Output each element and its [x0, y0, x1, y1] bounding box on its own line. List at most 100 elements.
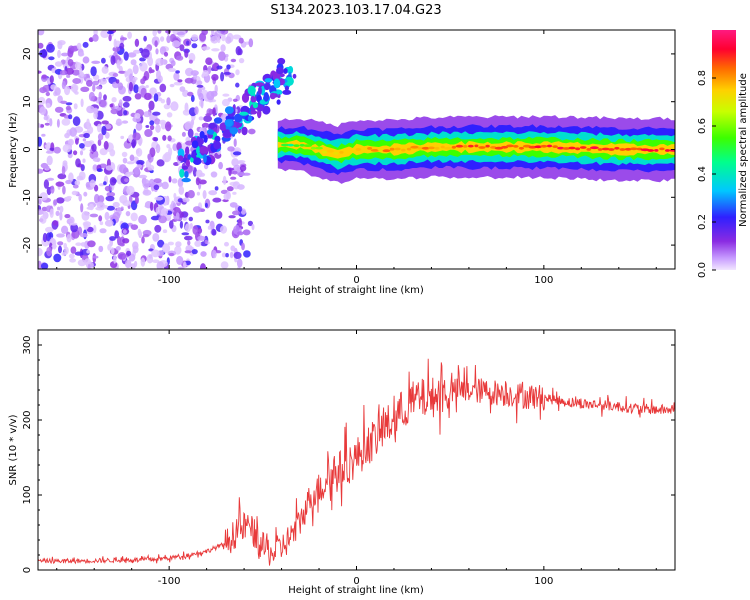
- noise-blob: [140, 257, 146, 267]
- noise-blob: [64, 214, 71, 219]
- noise-blob: [137, 228, 142, 237]
- diagonal-blob: [250, 95, 256, 103]
- noise-blob: [115, 79, 120, 84]
- noise-blob: [64, 132, 70, 139]
- noise-blob: [196, 84, 204, 88]
- noise-blob: [98, 99, 107, 108]
- noise-blob: [238, 58, 245, 64]
- noise-blob: [156, 261, 165, 269]
- noise-blob: [127, 31, 132, 39]
- ridge-core: [575, 147, 581, 151]
- ridge-core: [440, 145, 445, 149]
- noise-blob: [155, 58, 165, 67]
- noise-blob: [49, 147, 55, 151]
- noise-blob: [65, 67, 74, 75]
- noise-blob: [173, 81, 183, 86]
- noise-blob: [93, 224, 97, 234]
- snr-y-label: SNR (10 * v/v): [8, 414, 19, 485]
- noise-blob: [49, 208, 54, 218]
- noise-blob: [205, 113, 211, 117]
- diagonal-blob: [206, 129, 215, 135]
- noise-blob: [204, 202, 208, 208]
- noise-blob: [243, 250, 251, 258]
- noise-blob: [105, 165, 113, 171]
- noise-blob: [204, 239, 208, 244]
- noise-blob: [197, 235, 206, 241]
- noise-blob: [39, 106, 47, 116]
- ridge-core: [389, 147, 395, 151]
- heatmap-y-tick-label: -20: [22, 237, 33, 253]
- noise-blob: [101, 120, 109, 125]
- noise-blob: [134, 113, 141, 119]
- noise-blob: [198, 92, 204, 101]
- noise-blob: [148, 100, 155, 111]
- ridge-core: [434, 146, 440, 150]
- noise-blob: [96, 201, 105, 209]
- noise-blob: [120, 206, 124, 210]
- noise-blob: [226, 191, 231, 200]
- noise-blob: [96, 168, 103, 173]
- diagonal-blob: [247, 85, 256, 96]
- noise-blob: [221, 33, 226, 42]
- noise-blob: [39, 49, 48, 58]
- noise-blob: [69, 258, 76, 263]
- noise-blob: [49, 75, 54, 84]
- noise-blob: [123, 51, 129, 61]
- noise-blob: [91, 60, 101, 64]
- noise-blob: [238, 37, 244, 44]
- diagonal-blob: [263, 92, 269, 102]
- noise-blob: [83, 140, 93, 148]
- diagonal-blob: [199, 146, 209, 154]
- noise-blob: [122, 238, 130, 244]
- noise-blob: [201, 122, 210, 128]
- noise-blob: [182, 109, 191, 116]
- noise-blob: [232, 98, 238, 103]
- noise-blob: [86, 249, 91, 254]
- noise-blob: [240, 208, 247, 215]
- noise-blob: [199, 32, 207, 42]
- noise-blob: [173, 72, 180, 81]
- noise-blob: [129, 154, 135, 162]
- noise-blob: [104, 211, 110, 221]
- snr-y-ticks: 0 100 200 300: [22, 329, 675, 573]
- noise-blob: [233, 251, 242, 259]
- noise-blob: [147, 164, 155, 171]
- noise-blob: [98, 245, 104, 253]
- noise-blob: [45, 232, 52, 242]
- ridge-core: [349, 150, 357, 154]
- diagonal-blob: [191, 151, 196, 159]
- ridge-core: [451, 145, 457, 149]
- noise-blob: [163, 51, 169, 57]
- noise-blob: [65, 105, 72, 111]
- noise-blob: [179, 44, 185, 52]
- noise-blob: [148, 248, 154, 252]
- ridge-core: [485, 144, 490, 148]
- noise-blob: [87, 263, 91, 269]
- noise-blob: [200, 251, 207, 257]
- noise-blob: [177, 266, 185, 269]
- ridge-core: [326, 149, 334, 153]
- noise-blob: [145, 85, 149, 88]
- noise-blob: [62, 185, 66, 195]
- ridge-core: [546, 144, 553, 148]
- noise-blob: [196, 80, 203, 85]
- ridge-core: [601, 147, 610, 151]
- noise-blob: [170, 60, 176, 67]
- noise-blob: [205, 219, 210, 224]
- noise-blob: [184, 250, 192, 254]
- diagonal-blob: [203, 134, 208, 143]
- noise-blob: [128, 253, 136, 262]
- noise-blob: [178, 185, 185, 195]
- ridge-core: [562, 147, 571, 150]
- ridge-core: [421, 146, 430, 150]
- noise-blob: [229, 202, 238, 208]
- ridge-core: [629, 147, 638, 151]
- noise-blob: [201, 46, 211, 51]
- noise-blob: [68, 114, 73, 120]
- noise-blob: [237, 48, 243, 56]
- noise-blob: [187, 91, 194, 97]
- noise-blob: [175, 212, 180, 220]
- noise-blob: [53, 253, 62, 263]
- noise-blob: [153, 178, 162, 184]
- noise-blob: [155, 48, 159, 55]
